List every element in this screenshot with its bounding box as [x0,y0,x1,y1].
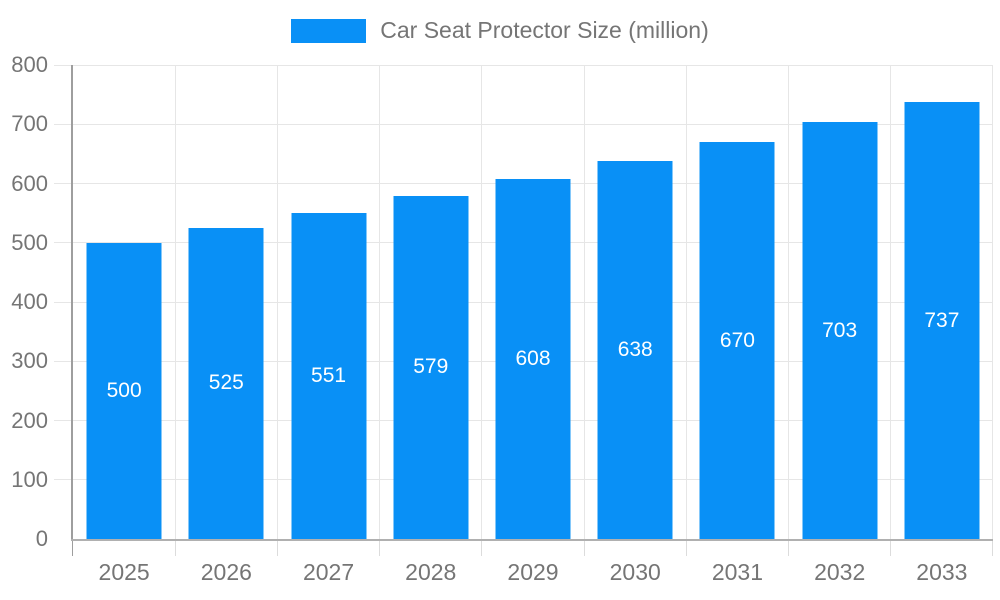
x-axis-tick [481,539,483,556]
y-axis-label: 400 [11,289,48,314]
x-axis-label: 2032 [814,559,866,585]
y-axis-label: 700 [11,111,48,137]
y-axis-label: 500 [11,229,48,255]
x-axis-tick [991,539,993,556]
bar-2030[interactable]: 638 [597,161,673,539]
y-axis-label: 600 [11,170,48,196]
gridline-v [890,65,892,539]
bar-value-label: 670 [719,328,755,352]
x-axis-tick [276,539,278,556]
x-axis-tick [890,539,892,556]
legend-swatch[interactable] [291,18,367,43]
gridline-v [481,65,483,539]
y-axis-line [71,65,73,539]
x-axis-label: 2028 [405,559,457,585]
bar-value-label: 638 [617,338,653,361]
bar-value-label: 525 [208,371,244,395]
y-axis-label: 800 [11,52,48,77]
x-axis-tick [788,539,790,556]
bar-value-label: 608 [515,346,551,370]
plot-area: 0 100 200 300 400 500 600 700 800 500 2025 525 2026 5… [11,52,993,585]
x-axis-tick [71,539,73,556]
bar-value-label: 551 [311,363,347,387]
bar-value-label: 500 [106,378,142,402]
bar-2025[interactable]: 500 [86,242,162,539]
y-axis-label: 100 [11,466,48,492]
gridline-v [379,65,381,539]
y-axis-label: 300 [11,348,48,374]
x-axis-tick [685,539,687,556]
gridline-v [174,65,176,539]
gridline-v [583,65,585,539]
bar-2029[interactable]: 608 [495,178,571,539]
bar-value-label: 579 [413,355,449,379]
x-axis-line [71,539,993,541]
x-axis-label: 2026 [200,559,252,585]
gridline-h [54,64,993,66]
x-axis-tick [174,539,176,556]
x-axis-label: 2033 [916,559,968,585]
gridline-v [991,65,993,539]
gridline-v [276,65,278,539]
x-axis-label: 2031 [711,559,764,585]
bar-2031[interactable]: 670 [699,142,775,539]
bar-2033[interactable]: 737 [904,102,980,539]
bar-value-label: 703 [822,318,858,342]
gridline-h [54,123,993,125]
x-axis-label: 2027 [302,559,355,585]
gridline-v [788,65,790,539]
bar-2026[interactable]: 525 [188,227,264,539]
legend-label[interactable]: Car Seat Protector Size (million) [380,17,709,43]
bar-2032[interactable]: 703 [802,122,878,539]
x-axis-label: 2025 [98,559,150,585]
x-axis-tick [583,539,585,556]
bar-2027[interactable]: 551 [291,212,367,539]
x-axis-label: 2029 [507,559,559,585]
legend[interactable]: Car Seat Protector Size (million) [0,17,1000,43]
y-axis-label: 200 [11,407,48,433]
x-axis-tick [379,539,381,556]
y-axis-label: 0 [35,526,48,551]
gridline-v [685,65,687,539]
bar-value-label: 737 [924,308,960,332]
x-axis-label: 2030 [609,559,661,585]
bar-2028[interactable]: 579 [393,195,469,539]
